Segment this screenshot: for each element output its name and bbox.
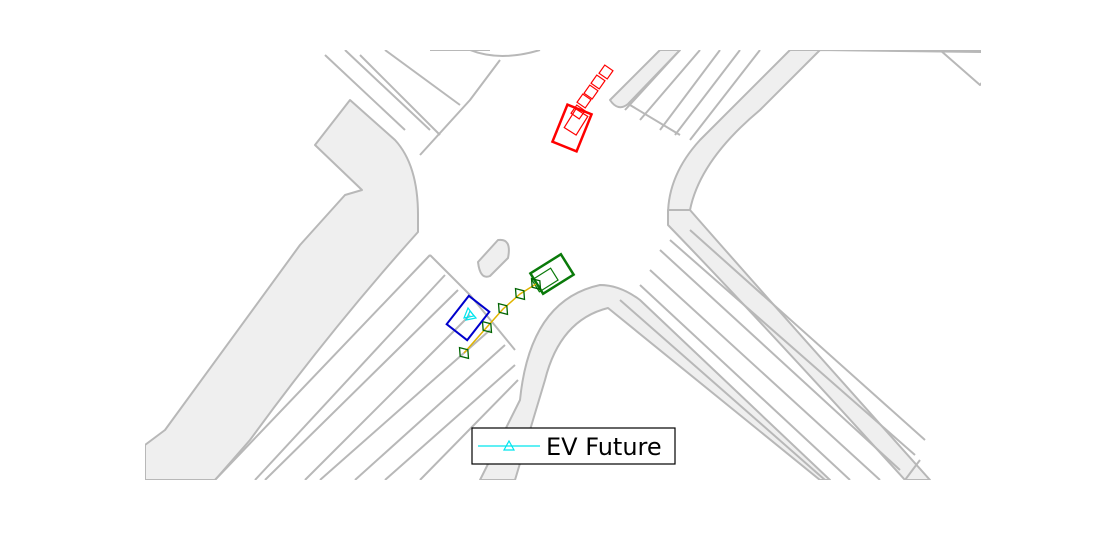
red-agent-future-boxes: [570, 64, 614, 120]
green-future-diamond: [458, 346, 470, 360]
ego-vehicle: [445, 294, 491, 342]
red-future-box: [583, 84, 599, 100]
red-future-box: [576, 93, 592, 109]
sidewalk-left: [145, 99, 419, 480]
curb-top-arc: [469, 50, 541, 57]
red-future-box: [590, 74, 606, 90]
green-agent-future-diamonds: [458, 277, 542, 360]
agent-red-vehicle: [550, 102, 594, 154]
sidewalk-right-strip: [667, 209, 931, 480]
red-future-box: [598, 64, 614, 80]
red-future-box: [570, 104, 586, 120]
legend-box: [471, 427, 676, 465]
lane-lines-upper-right: [624, 50, 981, 141]
green-future-diamond: [497, 302, 509, 316]
green-trajectory-line: [463, 283, 537, 354]
lane-lines-upper-left: [324, 50, 501, 156]
green-future-diamond: [530, 277, 542, 291]
green-future-diamond: [514, 287, 526, 301]
median-island-lower: [477, 238, 510, 278]
lane-lines-lower-right: [619, 229, 926, 480]
road-map: [145, 50, 981, 480]
green-future-diamond: [481, 320, 493, 334]
agent-green-vehicle: [528, 252, 576, 296]
median-island-upper: [609, 50, 681, 109]
sidewalk-right-corner: [667, 50, 981, 216]
triangle-marker-icon: [502, 439, 516, 451]
lane-lines-lower-left: [214, 254, 519, 480]
legend-label-ev-future: EV Future: [546, 433, 662, 461]
legend: EV Future: [471, 427, 676, 465]
